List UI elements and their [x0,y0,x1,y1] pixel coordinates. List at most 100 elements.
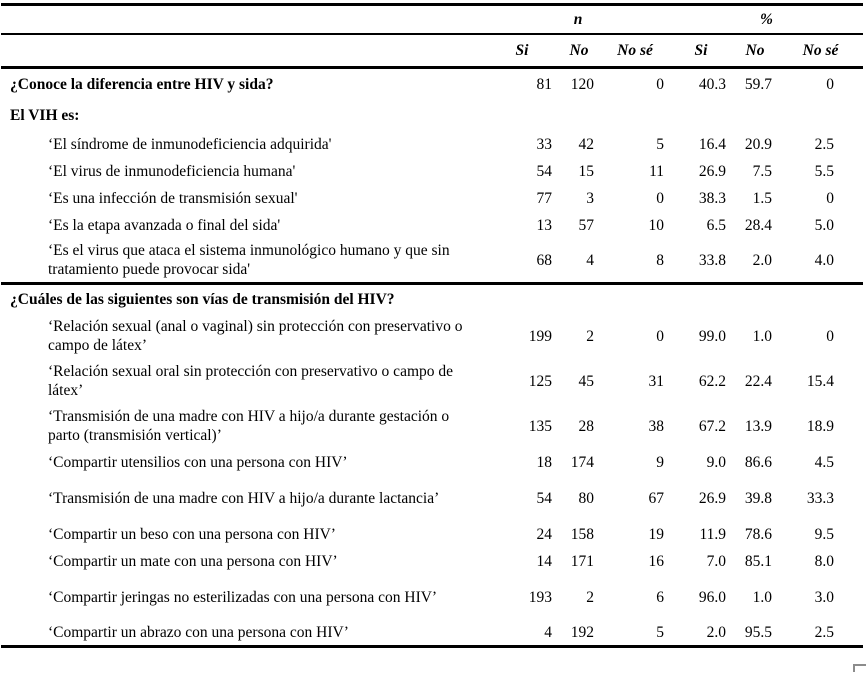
cell-n-no: 192 [570,623,594,641]
cell-n-nose: 0 [656,327,664,345]
cell-n-nose: 67 [648,489,665,507]
table-row: ‘Relación sexual (anal o vaginal) sin pr… [1,314,863,359]
cell-pct-si: 11.9 [699,525,726,543]
cell-pct-nose [778,284,863,314]
cell-n-no: 57 [578,216,595,234]
cell-n-nose: 5 [656,623,664,641]
cell-n-nose [600,284,670,314]
table-resize-handle[interactable] [853,664,866,672]
header-sub-row: Si No No sé Si No No sé [1,34,864,68]
cell-pct-nose: 3.0 [814,588,835,606]
cell-n-nose: 6 [656,588,664,606]
row-label: El VIH es: [10,107,80,124]
cell-pct-si: 67.2 [698,417,726,435]
cell-n-si: 24 [536,525,553,543]
row-label: ‘Transmisión de una madre con HIV a hijo… [48,489,440,507]
cell-n-no: 15 [578,162,595,180]
cell-pct-si: 7.0 [706,552,726,570]
row-label: ‘Compartir un abrazo con una persona con… [48,623,349,641]
table-row: ‘Compartir un mate con una persona con H… [1,548,863,575]
header-empty-cell [1,5,486,34]
cell-pct-nose: 18.9 [806,417,835,435]
group-header-n: n [573,10,583,28]
table-row: ‘Compartir un beso con una persona con H… [1,521,863,548]
cell-pct-no: 2.0 [752,251,772,269]
header-empty-cell [1,34,486,68]
cell-pct-nose: 15.4 [806,372,835,390]
cell-n-no: 2 [586,588,594,606]
cell-n-nose: 10 [648,216,665,234]
cell-pct-nose: 0 [826,327,835,345]
cell-n-no: 120 [570,76,594,94]
table-row: ‘Es el virus que ataca el sistema inmuno… [1,239,863,284]
row-label: ‘Compartir un mate con una persona con H… [48,552,338,570]
col-header-n-no: No [569,41,589,59]
table-row: ¿Conoce la diferencia entre HIV y sida? 8… [1,68,863,101]
row-label: ‘Transmisión de una madre con HIV a hijo… [48,408,450,444]
cell-pct-no: 95.5 [744,623,772,641]
group-header-percent: % [760,10,773,28]
cell-pct-no: 1.0 [752,327,772,345]
cell-n-nose: 0 [656,189,664,207]
cell-n-si: 125 [528,372,552,390]
cell-n-si: 77 [536,189,553,207]
cell-n-nose: 9 [656,453,664,471]
cell-pct-no: 1.0 [752,588,772,606]
cell-pct-nose: 5.5 [814,162,835,180]
cell-pct-si: 33.8 [698,251,726,269]
cell-n-no [558,284,600,314]
cell-pct-no: 78.6 [744,525,772,543]
table-row: ‘Es una infección de transmisión sexual'… [1,185,863,212]
cell-pct-si: 38.3 [698,189,726,207]
cell-pct-no [732,284,778,314]
cell-pct-no: 28.4 [744,216,772,234]
cell-pct-si: 9.0 [706,453,726,471]
col-header-n-si: Si [515,41,529,59]
table-row: ‘Compartir utensilios con una persona co… [1,449,863,476]
cell-pct-no: 7.5 [752,162,772,180]
cell-n-si [486,101,558,131]
cell-n-no: 174 [570,453,594,471]
cell-n-si: 4 [544,623,552,641]
cell-n-no: 3 [586,189,594,207]
row-label: ‘Relación sexual oral sin protección con… [48,363,454,399]
cell-pct-si [670,101,732,131]
cell-n-si: 54 [536,489,553,507]
row-label: ‘Compartir un beso con una persona con H… [48,525,336,543]
cell-pct-nose: 0 [826,189,835,207]
cell-pct-no: 59.7 [744,76,772,94]
col-header-pct-nose: No sé [802,41,839,59]
row-label: ‘El síndrome de inmunodeficiencia adquir… [48,135,332,153]
cell-pct-si: 96.0 [698,588,726,606]
cell-pct-si [670,284,732,314]
cell-pct-si: 6.5 [706,216,726,234]
cell-pct-no: 1.5 [752,189,772,207]
cell-pct-si: 40.3 [698,76,726,94]
cell-pct-nose [778,101,863,131]
cell-pct-no: 85.1 [744,552,772,570]
cell-pct-si: 26.9 [698,489,726,507]
cell-pct-si: 16.4 [698,135,726,153]
row-label: ‘Es una infección de transmisión sexual' [48,189,298,207]
row-label: ¿Conoce la diferencia entre HIV y sida? [10,76,274,94]
cell-pct-no: 22.4 [744,372,772,390]
cell-pct-nose: 4.5 [814,453,835,471]
row-label: ‘Compartir utensilios con una persona co… [48,453,348,471]
cell-n-si: 68 [536,251,553,269]
cell-pct-nose: 0 [826,76,835,94]
cell-n-si: 199 [528,327,552,345]
cell-n-no: 80 [578,489,595,507]
cell-pct-no: 20.9 [744,135,772,153]
cell-pct-si: 26.9 [698,162,726,180]
cell-n-nose: 5 [656,135,664,153]
cell-pct-nose: 2.5 [814,623,835,641]
table-row: ¿Cuáles de las siguientes son vías de tr… [1,283,864,314]
row-label: ‘Es la etapa avanzada o final del sida' [48,216,281,234]
cell-pct-nose: 4.0 [814,251,835,269]
cell-n-si: 193 [528,588,552,606]
row-label: ‘Relación sexual (anal o vaginal) sin pr… [48,318,463,354]
cell-n-no: 42 [578,135,595,153]
cell-n-no [558,101,600,131]
col-header-pct-no: No [745,41,765,59]
cell-pct-si: 2.0 [706,623,726,641]
